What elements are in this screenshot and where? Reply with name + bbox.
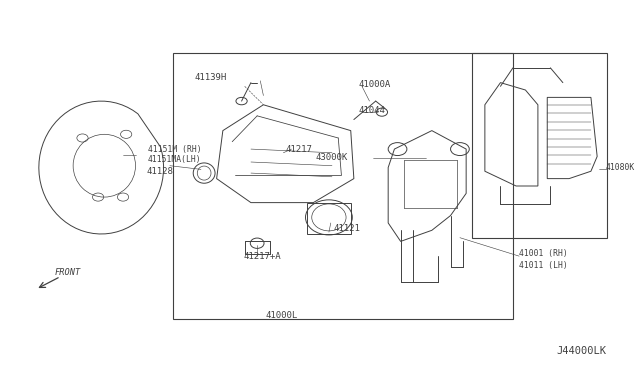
- Text: 41217+A: 41217+A: [243, 251, 281, 261]
- Text: J44000LK: J44000LK: [557, 346, 607, 356]
- Text: 41080K: 41080K: [605, 163, 634, 172]
- Text: 41217: 41217: [285, 145, 312, 154]
- Bar: [173, 53, 513, 319]
- Text: 43000K: 43000K: [316, 153, 348, 162]
- Text: 41044: 41044: [358, 106, 385, 115]
- Text: 41121: 41121: [333, 224, 360, 233]
- Text: 41151M (RH): 41151M (RH): [148, 145, 202, 154]
- Text: 41000L: 41000L: [266, 311, 298, 320]
- Text: 41000A: 41000A: [358, 80, 390, 89]
- Text: 41151MA(LH): 41151MA(LH): [148, 155, 202, 164]
- Bar: [472, 53, 607, 238]
- Text: 41139H: 41139H: [195, 73, 227, 81]
- Text: 41001 (RH): 41001 (RH): [519, 249, 568, 258]
- Text: 41128: 41128: [146, 167, 173, 176]
- Text: 41011 (LH): 41011 (LH): [519, 261, 568, 270]
- Text: FRONT: FRONT: [54, 268, 81, 277]
